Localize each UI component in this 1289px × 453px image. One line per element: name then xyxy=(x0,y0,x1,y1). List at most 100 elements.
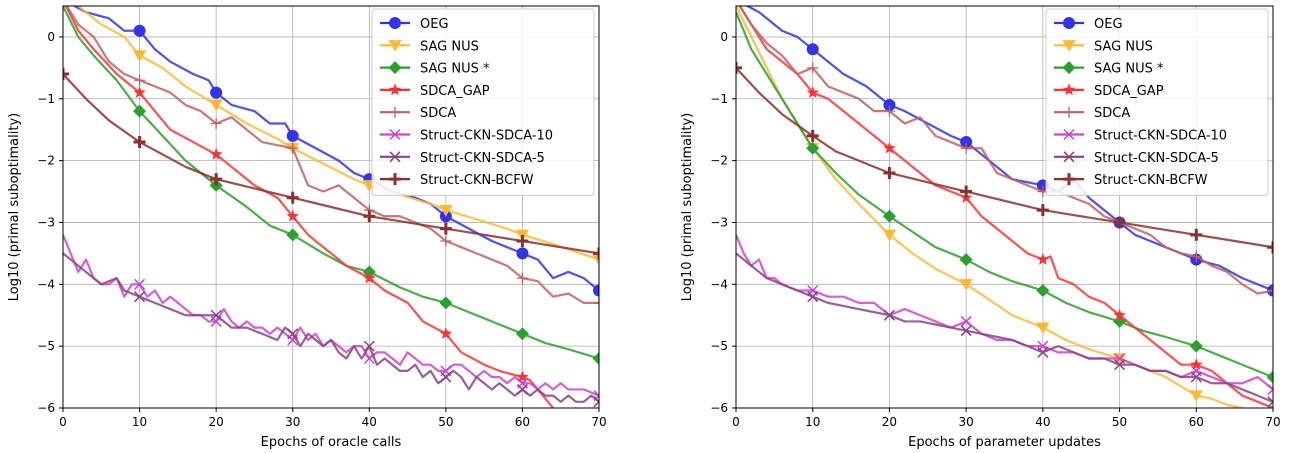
x-tick-label: 0 xyxy=(59,415,67,429)
series-marker-0 xyxy=(133,24,146,37)
series-marker-7 xyxy=(63,68,69,81)
x-tick-label: 10 xyxy=(132,415,147,429)
series-marker-0 xyxy=(286,129,299,142)
series-marker-7 xyxy=(133,136,146,149)
legend-label: SDCA xyxy=(1094,106,1130,121)
series-marker-0 xyxy=(593,284,599,297)
y-axis-label: Log10 (primal suboptimality) xyxy=(680,113,695,301)
series-marker-6 xyxy=(1190,371,1202,383)
series-marker-7 xyxy=(1113,216,1126,229)
legend-marker xyxy=(389,173,401,186)
series-marker-7 xyxy=(1267,241,1273,254)
series-marker-3 xyxy=(363,271,376,284)
x-tick-label: 70 xyxy=(591,415,606,429)
series-marker-4 xyxy=(593,297,599,309)
series-line-2 xyxy=(736,11,1273,379)
legend-label: Struct-CKN-BCFW xyxy=(420,173,534,188)
legend-label: SAG NUS * xyxy=(1094,62,1164,77)
y-tick-label: −3 xyxy=(37,215,55,229)
series-line-6 xyxy=(736,252,1273,403)
series-marker-7 xyxy=(286,191,299,204)
legend-marker xyxy=(1063,106,1075,118)
y-tick-label: −6 xyxy=(37,401,55,415)
series-marker-7 xyxy=(210,173,223,186)
x-axis-label: Epochs of oracle calls xyxy=(261,435,402,450)
legend-marker xyxy=(388,61,402,75)
series-marker-2 xyxy=(959,253,973,267)
series-marker-6 xyxy=(440,371,452,383)
series-line-3 xyxy=(64,6,554,408)
series-marker-4 xyxy=(440,235,452,247)
legend: OEG SAG NUS SAG NUS * SDCA_GAP SDCA Struct-CK… xyxy=(371,8,595,196)
series-marker-1 xyxy=(959,279,973,291)
series-marker-1 xyxy=(1036,322,1050,335)
series-marker-2 xyxy=(1036,283,1050,297)
series-marker-6 xyxy=(210,309,222,321)
series-marker-3 xyxy=(883,141,896,154)
series-marker-2 xyxy=(515,327,529,341)
series-marker-0 xyxy=(210,86,223,99)
chart-panel-1: 0 10 20 30 40 50 60 70 0 −1 −2 −3 −4 −5 −6 Epochs of or… xyxy=(7,5,607,450)
legend-marker xyxy=(1063,173,1075,186)
y-tick-label: −4 xyxy=(710,277,728,291)
series-marker-2 xyxy=(1189,339,1203,353)
y-tick-label: 0 xyxy=(47,30,55,44)
series-marker-3 xyxy=(439,327,453,340)
plot-area xyxy=(736,6,1273,408)
x-tick-label: 60 xyxy=(1189,415,1204,429)
series-marker-7 xyxy=(1036,204,1049,217)
y-tick-label: −1 xyxy=(37,92,55,106)
series-marker-4 xyxy=(210,118,222,130)
series-marker-2 xyxy=(133,104,147,118)
series-marker-6 xyxy=(516,383,528,395)
x-tick-label: 30 xyxy=(959,415,974,429)
legend-label: SAG NUS xyxy=(1094,39,1153,54)
series-marker-7 xyxy=(439,222,452,235)
y-tick-label: −1 xyxy=(710,92,728,106)
legend-marker xyxy=(389,17,401,29)
x-tick-label: 10 xyxy=(805,415,820,429)
y-tick-label: −3 xyxy=(710,215,728,229)
legend-marker xyxy=(1063,128,1075,141)
x-tick-label: 40 xyxy=(1035,415,1050,429)
series-marker-1 xyxy=(209,99,223,112)
legend-marker xyxy=(389,128,401,141)
x-tick-label: 30 xyxy=(285,415,300,429)
y-tick-label: −4 xyxy=(37,277,55,291)
series-marker-7 xyxy=(960,185,973,198)
series-marker-2 xyxy=(209,178,223,192)
series-marker-2 xyxy=(806,141,820,155)
series-marker-4 xyxy=(516,272,528,284)
series-marker-1 xyxy=(882,229,896,242)
series-marker-1 xyxy=(592,254,599,267)
series-marker-6 xyxy=(1267,396,1273,408)
series-marker-4 xyxy=(960,142,972,154)
series-marker-2 xyxy=(439,296,453,310)
legend-marker xyxy=(389,106,401,118)
series-marker-2 xyxy=(1266,370,1273,384)
series-marker-3 xyxy=(806,86,819,98)
y-tick-label: 0 xyxy=(720,30,728,44)
series-marker-6 xyxy=(593,396,599,408)
series-marker-7 xyxy=(593,247,599,260)
series-marker-7 xyxy=(1190,228,1203,241)
legend-marker xyxy=(1062,83,1076,96)
y-tick-label: −5 xyxy=(37,339,55,353)
x-tick-label: 0 xyxy=(732,415,740,429)
series-marker-1 xyxy=(133,50,147,62)
legend-label: SDCA_GAP xyxy=(1094,84,1164,99)
series-marker-7 xyxy=(363,210,376,223)
legend-label: OEG xyxy=(1094,17,1123,32)
legend-marker xyxy=(1062,40,1076,52)
series-marker-3 xyxy=(133,86,146,98)
y-axis-label: Log10 (primal suboptimality) xyxy=(7,113,22,301)
plot-frame xyxy=(735,5,1274,409)
chart-panel-2: 0 10 20 30 40 50 60 70 0 −1 −2 −3 −4 −5 −6 Epochs of pa… xyxy=(680,5,1281,450)
legend-label: Struct-CKN-SDCA-5 xyxy=(1094,151,1219,166)
series-marker-4 xyxy=(287,142,299,154)
legend-label: SDCA xyxy=(420,106,456,121)
y-tick-label: −6 xyxy=(710,401,728,415)
series-marker-0 xyxy=(516,247,529,260)
legend-label: SAG NUS * xyxy=(420,62,490,77)
